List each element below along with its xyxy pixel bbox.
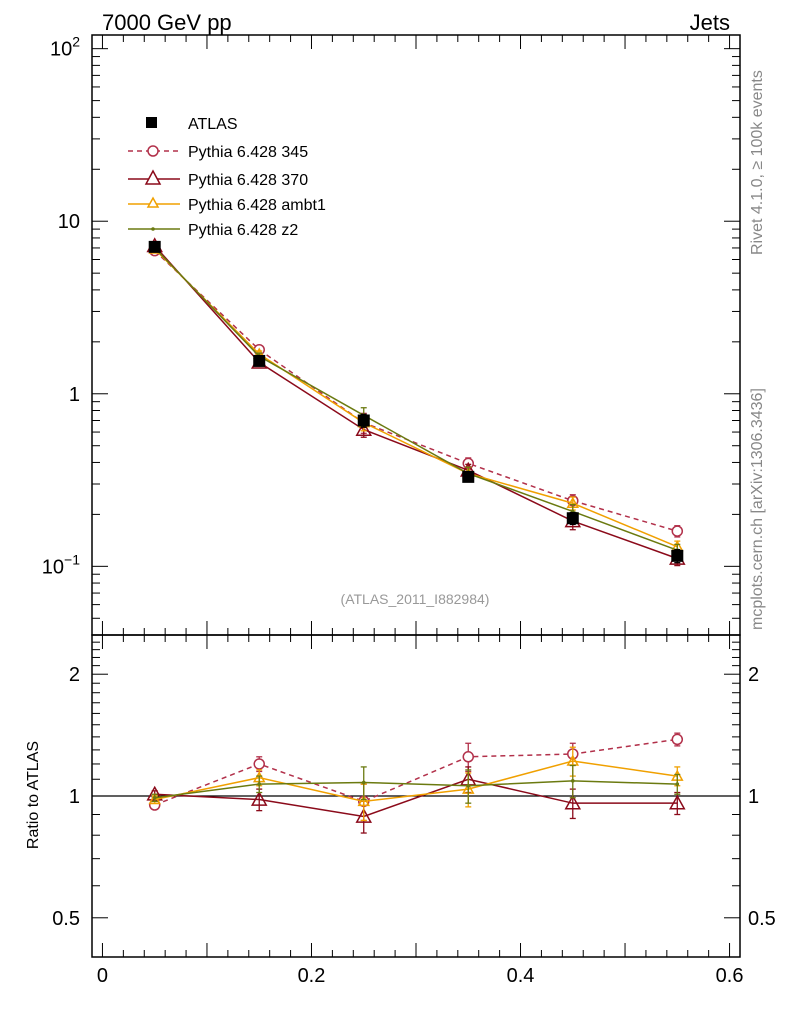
main-y-tick-label: 10 — [58, 211, 80, 233]
header-right: Jets — [690, 10, 730, 35]
legend-marker-ambt1 — [146, 196, 160, 208]
analysis-label: (ATLAS_2011_I882984) — [341, 591, 490, 607]
axes: 0 0.2 0.4 0.6 10−1 1 10 102 0.5 0.5 1 1 2 2 — [42, 34, 776, 987]
main-series-atlas — [148, 240, 684, 564]
legend-marker-345 — [147, 145, 159, 157]
main-y-tick-label: 1 — [69, 384, 80, 406]
legend-item-345: Pythia 6.428 345 — [128, 144, 308, 161]
main-series — [146, 237, 686, 567]
data-point-370 — [669, 794, 686, 810]
x-tick-label: 0 — [97, 965, 108, 987]
main-line-p345 — [154, 250, 678, 532]
data-point-345 — [671, 525, 684, 537]
data-point-z2 — [361, 780, 366, 785]
ratio-series — [146, 732, 686, 834]
data-point-ambt1 — [357, 794, 371, 807]
legend-marker-370 — [144, 169, 162, 185]
ratio-y-tick-label: 0.5 — [52, 908, 80, 930]
legend-marker-z2 — [151, 227, 155, 231]
ratio-y-tick-label: 2 — [69, 664, 80, 686]
main-y-tick-label: 102 — [50, 34, 80, 61]
legend-label-ambt1: Pythia 6.428 ambt1 — [188, 197, 326, 214]
legend: ATLAS Pythia 6.428 345 Pythia 6.428 370 … — [128, 116, 326, 239]
main-line-p370 — [154, 245, 678, 560]
legend-marker-atlas — [146, 117, 157, 128]
ratio-y-tick-label-right: 1 — [748, 786, 759, 808]
legend-label-z2: Pythia 6.428 z2 — [188, 222, 298, 239]
rivet-label: Rivet 4.1.0, ≥ 100k events — [749, 70, 766, 255]
legend-item-ambt1: Pythia 6.428 ambt1 — [128, 196, 326, 214]
data-point-z2 — [675, 782, 680, 786]
data-point-345 — [671, 733, 684, 746]
legend-label-345: Pythia 6.428 345 — [188, 144, 308, 161]
data-point-370 — [355, 421, 373, 436]
main-y-tick-label: 10−1 — [42, 551, 80, 578]
ratio-y-tick-label-right: 2 — [748, 664, 759, 686]
data-point-345 — [253, 758, 265, 770]
data-point-370 — [564, 794, 582, 810]
x-tick-label: 0.6 — [716, 965, 744, 987]
data-point-z2 — [466, 783, 471, 788]
data-point-345 — [462, 751, 475, 763]
legend-label-370: Pythia 6.428 370 — [188, 172, 308, 189]
data-point-atlas — [357, 414, 370, 427]
ratio-series-z2 — [151, 764, 681, 804]
ratio-line-z2 — [154, 780, 678, 799]
data-point-atlas — [566, 512, 579, 525]
data-point-atlas — [671, 549, 684, 562]
main-line-ambt1 — [154, 248, 678, 548]
data-point-z2 — [570, 779, 575, 783]
mcplots-label: mcplots.cern.ch [arXiv:1306.3436] — [749, 388, 766, 630]
header-left: 7000 GeV pp — [102, 10, 232, 35]
data-point-z2 — [152, 795, 157, 800]
ratio-line-p345 — [154, 738, 678, 806]
data-point-atlas — [148, 240, 161, 253]
ratio-ylabel: Ratio to ATLAS — [25, 741, 42, 849]
legend-label-atlas: ATLAS — [188, 116, 238, 133]
legend-item-atlas: ATLAS — [146, 116, 238, 133]
ratio-line-p370 — [154, 778, 678, 818]
data-point-370 — [355, 807, 373, 823]
main-series-z2 — [151, 244, 681, 558]
data-point-ambt1 — [148, 793, 161, 805]
ratio-y-tick-label: 1 — [69, 786, 80, 808]
main-series-ambt1 — [148, 242, 684, 554]
ratio-series-p370 — [146, 766, 686, 834]
data-point-atlas — [462, 470, 475, 483]
ratio-y-tick-label-right: 0.5 — [748, 908, 776, 930]
legend-item-z2: Pythia 6.428 z2 — [128, 222, 298, 239]
ratio-series-p345 — [148, 732, 684, 822]
data-point-370 — [250, 791, 268, 806]
legend-item-370: Pythia 6.428 370 — [128, 169, 308, 189]
data-point-atlas — [253, 354, 266, 367]
main-line-z2 — [154, 247, 678, 551]
ratio-line-ambt1 — [154, 760, 678, 803]
x-tick-label: 0.4 — [507, 965, 535, 987]
main-series-p345 — [148, 244, 684, 538]
data-point-z2 — [257, 782, 262, 786]
x-tick-label: 0.2 — [298, 965, 326, 987]
